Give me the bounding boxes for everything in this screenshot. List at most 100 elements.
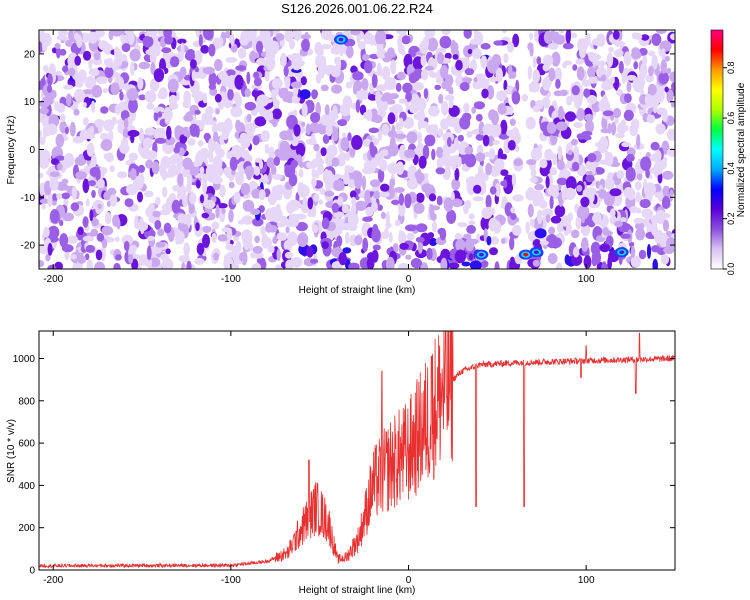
heatmap-cell [398, 44, 405, 55]
heatmap-cell [297, 232, 309, 248]
heatmap-cell [124, 30, 134, 35]
heatmap-cell [154, 220, 162, 230]
heatmap-cell [129, 48, 141, 62]
heatmap-cell [564, 163, 574, 169]
heatmap-cell [172, 185, 179, 192]
heatmap-cell [291, 139, 299, 147]
heatmap-cell [488, 109, 497, 121]
heatmap-cell [473, 184, 482, 194]
heatmap-cell [340, 137, 350, 152]
heatmap-cell [191, 91, 203, 99]
heatmap-cell [195, 30, 200, 38]
heatmap-cell [448, 88, 454, 95]
heatmap-cell [587, 66, 596, 78]
heatmap-cell [541, 208, 554, 218]
heatmap-cell [379, 191, 390, 198]
heatmap-cell [342, 247, 352, 254]
heatmap-cell [91, 85, 103, 98]
heatmap-cell [268, 146, 275, 160]
heatmap-cell [101, 238, 108, 249]
heatmap-cell [279, 155, 287, 161]
heatmap-cell [213, 131, 219, 142]
heatmap-cell [416, 192, 425, 203]
heatmap-cell [571, 229, 580, 239]
heatmap-cell [82, 102, 87, 108]
heatmap-cell [82, 89, 94, 95]
heatmap-cell [577, 38, 588, 52]
heatmap-cell [301, 38, 310, 52]
heatmap-hotspots [334, 34, 629, 260]
heatmap-cell [144, 127, 156, 136]
heatmap-cell [117, 171, 128, 179]
heatmap-cell [464, 153, 477, 168]
heatmap-cell [399, 242, 409, 250]
heatmap-cell [164, 35, 174, 45]
heatmap-cell [439, 65, 449, 79]
heatmap-cell [154, 43, 161, 57]
heatmap-cell [179, 134, 188, 144]
heatmap-cell [100, 106, 109, 114]
heatmap-cell [583, 135, 592, 141]
heatmap-cell [300, 76, 307, 86]
heatmap-cell [418, 109, 426, 125]
heatmap-cell [173, 147, 180, 154]
heatmap-cell [265, 55, 276, 71]
heatmap-cell [336, 227, 343, 235]
heatmap-cell [345, 231, 350, 245]
heatmap-cell [374, 152, 384, 161]
heatmap-cell [470, 39, 478, 45]
heatmap-cell [601, 263, 609, 269]
heatmap-cell [237, 47, 247, 59]
heatmap-cell [62, 65, 69, 73]
heatmap-cell [283, 65, 289, 77]
heatmap-cell [417, 178, 423, 184]
heatmap-cell [398, 202, 406, 217]
heatmap-cell [643, 217, 649, 227]
heatmap-cell [253, 173, 262, 180]
heatmap-cell [43, 226, 50, 238]
snr-x-label: Height of straight line (km) [299, 585, 416, 596]
heatmap-cell [344, 152, 351, 161]
heatmap-cell [145, 159, 154, 169]
heatmap-cell [618, 60, 624, 74]
heatmap-cell [254, 116, 267, 127]
heatmap-cell [445, 159, 451, 173]
heatmap-cell [420, 262, 429, 269]
heatmap-cell [310, 258, 319, 264]
heatmap-cell [450, 39, 457, 55]
heatmap-cell [377, 168, 385, 183]
heatmap-cell [671, 81, 675, 91]
heatmap-cell [233, 191, 241, 204]
heatmap-cell [410, 93, 420, 108]
heatmap-cell [254, 252, 264, 259]
heatmap-cell [547, 186, 557, 196]
heatmap-cell [428, 105, 440, 117]
heatmap-cell [326, 144, 338, 157]
heatmap-cell [313, 193, 320, 202]
heatmap-cell [274, 148, 282, 158]
heatmap-cell [259, 30, 271, 39]
heatmap-cell [214, 93, 222, 103]
heatmap-cell [169, 56, 180, 68]
heatmap-cell [624, 93, 632, 103]
y-tick-label: 1000 [13, 354, 36, 365]
heatmap-cell [659, 40, 672, 52]
heatmap-cell [362, 138, 372, 148]
heatmap-cell [94, 261, 105, 269]
heatmap-cell [366, 257, 375, 269]
heatmap-cell [317, 162, 324, 175]
heatmap-cell [388, 232, 393, 244]
heatmap-cell [114, 46, 120, 56]
heatmap-cell [428, 237, 438, 247]
heatmap-cell [424, 30, 436, 39]
heatmap-cell [599, 159, 610, 165]
heatmap-cell [475, 152, 486, 162]
heatmap-cell [145, 258, 153, 268]
heatmap-cell [153, 111, 159, 122]
heatmap-cell [448, 262, 460, 269]
heatmap-cell [554, 67, 563, 83]
heatmap-cell [347, 132, 352, 142]
heatmap-cell [86, 259, 93, 269]
heatmap-cell [211, 232, 217, 243]
heatmap-cell [41, 202, 46, 210]
